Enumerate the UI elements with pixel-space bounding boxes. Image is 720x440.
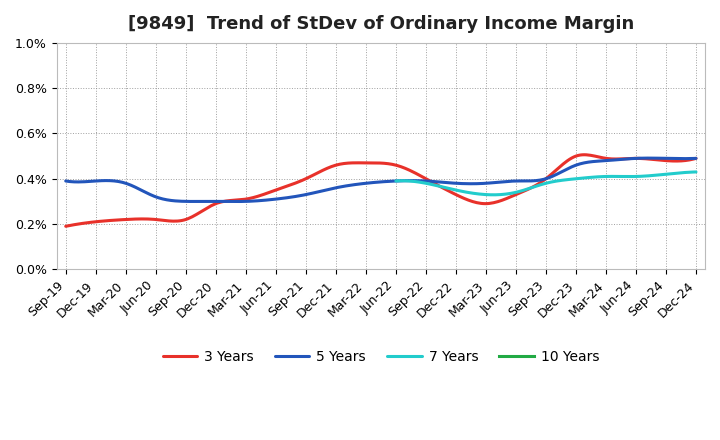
3 Years <box>61 224 70 229</box>
5 Years <box>635 156 644 161</box>
Line: 7 Years: 7 Years <box>396 172 696 195</box>
3 Years <box>595 154 603 160</box>
7 Years <box>570 176 579 182</box>
3 Years <box>447 190 456 195</box>
7 Years <box>665 171 673 176</box>
3 Years <box>635 156 644 161</box>
Legend: 3 Years, 5 Years, 7 Years, 10 Years: 3 Years, 5 Years, 7 Years, 10 Years <box>157 344 605 369</box>
5 Years <box>645 155 654 161</box>
7 Years <box>489 192 498 198</box>
Line: 3 Years: 3 Years <box>66 155 696 226</box>
Line: 5 Years: 5 Years <box>66 158 696 202</box>
5 Years <box>692 156 701 161</box>
7 Years <box>576 176 585 181</box>
7 Years <box>692 169 701 175</box>
3 Years <box>436 184 445 190</box>
5 Years <box>438 180 447 185</box>
5 Years <box>449 180 458 186</box>
3 Years <box>692 156 701 161</box>
5 Years <box>63 179 72 184</box>
7 Years <box>392 178 401 183</box>
7 Years <box>392 178 400 183</box>
7 Years <box>571 176 580 181</box>
5 Years <box>595 158 603 164</box>
5 Years <box>61 178 70 183</box>
5 Years <box>232 199 240 204</box>
Title: [9849]  Trend of StDev of Ordinary Income Margin: [9849] Trend of StDev of Ordinary Income… <box>127 15 634 33</box>
3 Years <box>580 152 588 158</box>
7 Years <box>646 173 654 178</box>
3 Years <box>63 223 72 228</box>
5 Years <box>436 180 445 185</box>
3 Years <box>434 183 443 188</box>
